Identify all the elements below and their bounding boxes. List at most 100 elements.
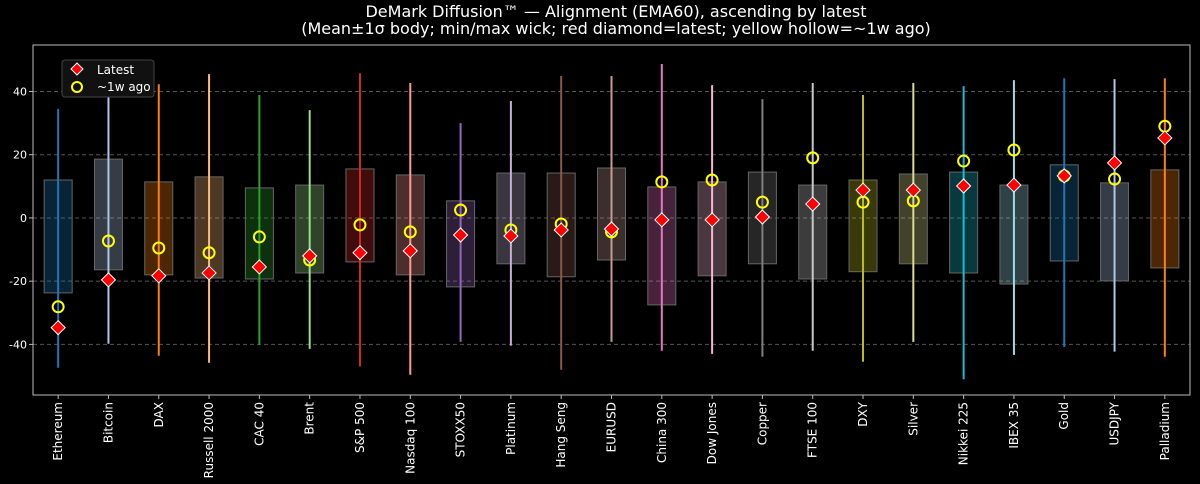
x-tick-label: STOXX50 [454, 402, 468, 457]
latest-marker [1106, 155, 1123, 171]
x-tick-label: Russell 2000 [202, 402, 216, 478]
latest-marker [402, 243, 418, 259]
category-group [244, 94, 274, 345]
x-tick-label: Ethereum [51, 402, 65, 461]
category-group [395, 82, 425, 375]
latest-marker [805, 196, 821, 212]
plot-frame [32, 44, 1191, 396]
category-group [295, 110, 325, 349]
week-ago-marker [252, 230, 266, 244]
y-tick-label: -40 [9, 338, 27, 351]
latest-marker [855, 182, 871, 198]
x-tick-label: USDJPY [1108, 401, 1122, 445]
category-group [697, 85, 727, 354]
latest-marker [603, 221, 620, 237]
week-ago-marker [1108, 172, 1122, 186]
x-tick-label: Nasdaq 100 [403, 402, 417, 474]
category-group [798, 82, 828, 351]
legend-week-ago-label: ~1w ago [97, 80, 151, 94]
latest-marker [151, 268, 167, 284]
x-tick-label: Copper [755, 402, 769, 445]
y-tick-label: 0 [20, 212, 27, 225]
category-group [345, 73, 375, 367]
latest-marker [1157, 130, 1173, 146]
x-tick-label: Brent [303, 402, 317, 435]
x-tick-label: DAX [152, 402, 166, 427]
x-tick-label: Nikkei 225 [957, 402, 971, 465]
x-tick-label: Dow Jones [705, 402, 719, 464]
category-group [43, 108, 73, 368]
category-group [898, 82, 928, 342]
y-tick-label: 40 [13, 85, 27, 98]
category-group [546, 75, 576, 370]
x-tick-label: Palladium [1158, 402, 1172, 460]
latest-marker [1056, 168, 1072, 184]
category-group [597, 75, 626, 342]
category-group [144, 84, 174, 356]
x-tick-label: Silver [906, 402, 920, 436]
latest-marker [100, 272, 117, 288]
latest-marker [503, 228, 519, 244]
week-ago-marker [755, 195, 769, 209]
chart-title: DeMark Diffusion™ — Alignment (EMA60), a… [365, 2, 866, 21]
week-ago-marker [51, 300, 65, 314]
latest-marker [553, 222, 569, 238]
latest-marker [754, 209, 771, 225]
latest-marker [352, 245, 368, 261]
y-tick-label: -20 [9, 275, 27, 288]
week-ago-marker [202, 246, 216, 260]
legend-latest-label: Latest [97, 63, 134, 77]
x-tick-label: FTSE 100 [806, 402, 820, 458]
latest-marker [955, 178, 972, 194]
category-group [93, 72, 123, 344]
week-ago-marker [152, 241, 166, 255]
legend-week-ago-marker [71, 81, 83, 93]
latest-marker [1006, 177, 1022, 193]
category-group [1100, 79, 1130, 352]
x-tick-label: Bitcoin [101, 402, 115, 443]
category-group [194, 74, 224, 363]
latest-marker [201, 265, 217, 281]
week-ago-marker [655, 175, 669, 189]
legend-box [61, 59, 155, 98]
legend-latest-marker [70, 62, 84, 76]
week-ago-marker [705, 173, 719, 187]
x-tick-label: S&P 500 [353, 402, 367, 453]
category-group [647, 63, 677, 351]
category-group [848, 94, 878, 362]
category-group [1150, 78, 1180, 357]
week-ago-marker [454, 203, 468, 217]
category-group [496, 100, 526, 346]
category-group [446, 123, 476, 342]
week-ago-marker [353, 218, 367, 232]
latest-marker [452, 227, 469, 243]
grid-lines [33, 90, 1190, 345]
x-tick-label: Gold [1057, 402, 1071, 430]
x-tick-label: IBEX 35 [1007, 402, 1021, 449]
x-axis: Ethereum Bitcoin DAX Russell 2000 CAC 40 Bren… [51, 395, 1172, 478]
chart-subtitle: (Mean±1σ body; min/max wick; red diamond… [301, 19, 931, 38]
x-tick-label: DXY [856, 401, 870, 426]
latest-marker [251, 259, 268, 275]
latest-marker [654, 212, 670, 228]
latest-marker [301, 248, 318, 264]
latest-marker [50, 319, 66, 336]
x-tick-label: CAC 40 [252, 402, 266, 446]
week-ago-marker [101, 234, 115, 248]
latest-marker [704, 212, 720, 228]
latest-marker [905, 182, 922, 198]
x-tick-label: EURUSD [605, 402, 619, 452]
x-tick-label: China 300 [655, 402, 669, 463]
week-ago-marker [957, 154, 971, 168]
category-group [949, 86, 979, 380]
x-tick-label: Hang Seng [554, 402, 568, 468]
plot-marks [43, 63, 1180, 380]
category-group [999, 80, 1029, 355]
legend: Latest ~1w ago [61, 59, 155, 98]
category-group [1049, 78, 1079, 347]
y-tick-label: 20 [13, 149, 27, 162]
y-axis: -40 -20 0 20 40 [9, 85, 33, 351]
x-tick-label: Platinum [504, 402, 518, 455]
week-ago-marker [403, 225, 417, 239]
